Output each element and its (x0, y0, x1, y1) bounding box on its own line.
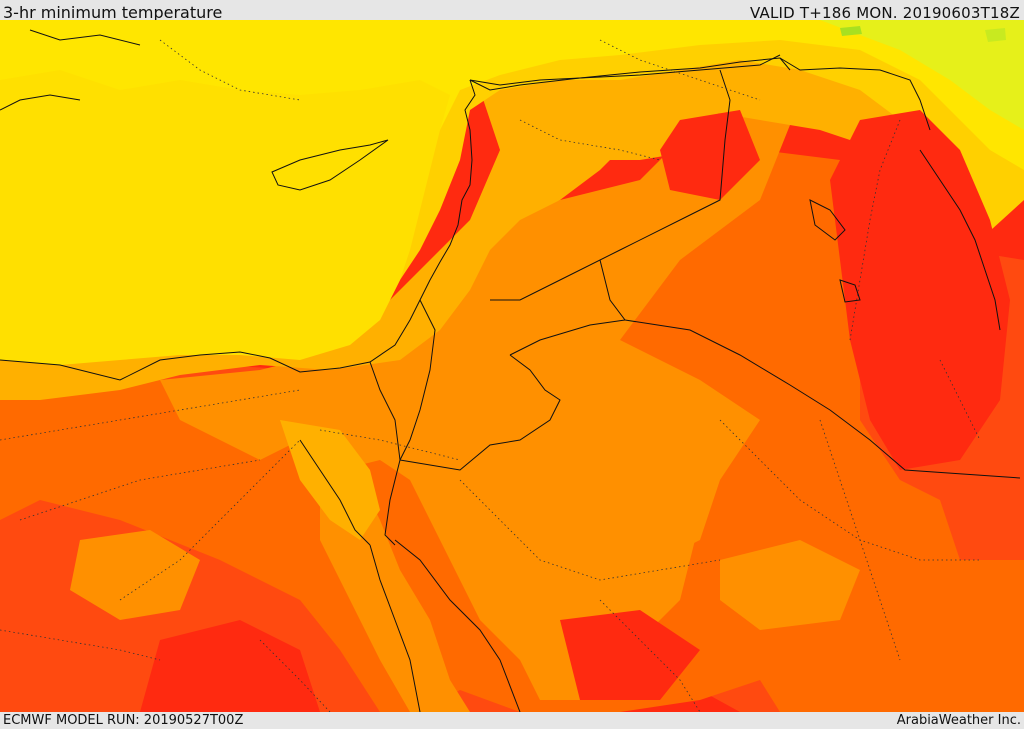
model-run-label: ECMWF MODEL RUN: 20190527T00Z (3, 713, 244, 728)
map-title: 3-hr minimum temperature (3, 3, 223, 22)
coastlines (0, 29, 1001, 712)
credit-label: ArabiaWeather Inc. (896, 713, 1021, 728)
valid-time: VALID T+186 MON. 20190603T18Z (750, 4, 1020, 22)
footer-bar (0, 712, 1024, 729)
temp-zone-light-orange (0, 50, 960, 400)
temp-zone-yellow-green (820, 20, 1024, 130)
mediterranean-sea (0, 70, 450, 365)
country-borders (369, 57, 1021, 479)
header-bar (0, 0, 1024, 20)
temp-zone-green (840, 26, 862, 36)
admin-boundaries (0, 39, 981, 712)
temperature-map (0, 20, 1024, 712)
